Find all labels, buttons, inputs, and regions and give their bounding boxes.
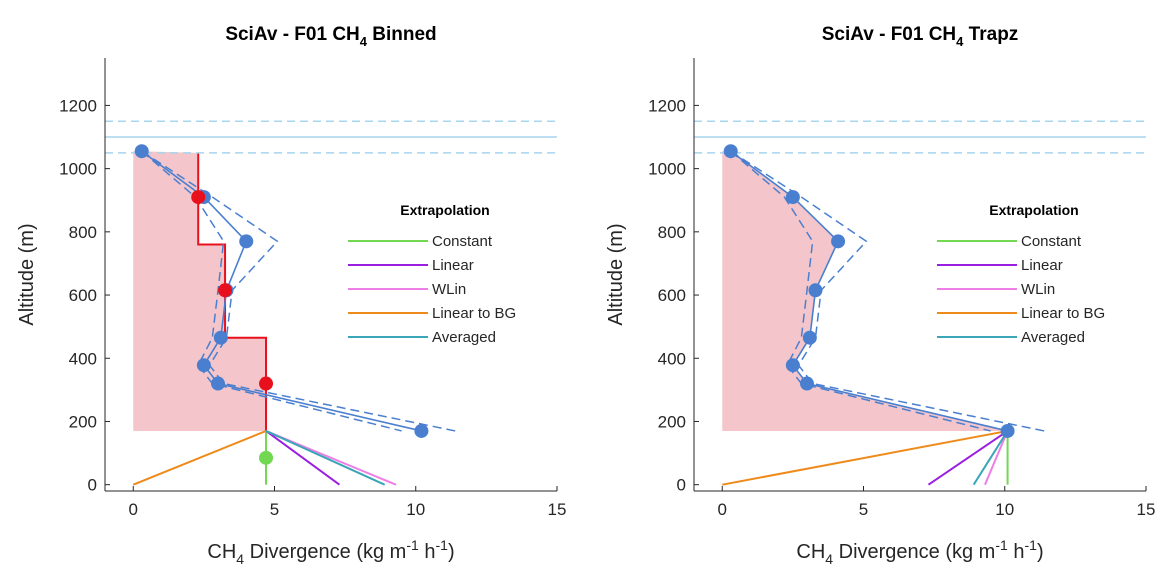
profile-lower-bound	[141, 150, 402, 432]
y-tick-label: 1200	[648, 96, 686, 115]
profile-lower-bound	[730, 150, 991, 432]
legend-title: Extrapolation	[989, 202, 1078, 218]
x-tick-label: 0	[129, 500, 138, 519]
profile-point	[213, 330, 228, 345]
y-axis-label: Altitude (m)	[605, 223, 627, 325]
profile-point	[239, 234, 254, 249]
x-axis-label: CH4 Divergence (kg m-1 h-1)	[796, 537, 1043, 567]
x-tick-label: 5	[270, 500, 279, 519]
legend-title: Extrapolation	[400, 202, 489, 218]
profile-point	[831, 234, 846, 249]
y-tick-label: 1200	[59, 96, 97, 115]
legend-label-linear: Linear	[432, 257, 474, 274]
binned-point	[218, 283, 233, 298]
legend-label-constant: Constant	[1021, 233, 1082, 250]
y-tick-label: 200	[658, 412, 686, 431]
x-axis-label: CH4 Divergence (kg m-1 h-1)	[207, 537, 454, 567]
extrapolation-line-averaged	[265, 430, 386, 486]
x-tick-label: 10	[995, 500, 1014, 519]
legend-label-linear-to-bg: Linear to BG	[1021, 305, 1105, 322]
profile-point	[134, 144, 149, 159]
profile-point	[802, 330, 817, 345]
extrapolation-line-linear	[927, 430, 1009, 486]
y-tick-label: 400	[69, 349, 97, 368]
profile-point	[196, 358, 211, 373]
profile-point	[1000, 423, 1015, 438]
y-tick-label: 400	[658, 349, 686, 368]
y-tick-label: 1000	[59, 160, 97, 179]
x-tick-label: 5	[859, 500, 868, 519]
extrapolation-line-averaged	[972, 430, 1009, 486]
chart-panel-2: 0 5 10 15 0 200 400 600 800 1000 1200 SciAv - F01 C…	[605, 24, 1155, 567]
integration-shade	[722, 151, 1008, 431]
legend-label-averaged: Averaged	[432, 329, 496, 346]
y-tick-label: 1000	[648, 160, 686, 179]
legend-label-linear-to-bg: Linear to BG	[432, 305, 516, 322]
chart-panel-1: 0 5 10 15 0 200 400 600 800 1000 1200 SciAv - F01 C…	[16, 24, 566, 567]
legend-label-wlin: WLin	[1021, 281, 1055, 298]
y-tick-label: 600	[69, 286, 97, 305]
constant-extrapolation-point	[259, 450, 274, 465]
binned-point	[191, 190, 206, 205]
x-tick-label: 15	[1137, 500, 1156, 519]
extrapolation-line-linear-to-bg	[722, 429, 1008, 486]
y-tick-label: 600	[658, 286, 686, 305]
profile-point	[723, 144, 738, 159]
x-tick-label: 15	[548, 500, 567, 519]
legend-label-wlin: WLin	[432, 281, 466, 298]
binned-point	[259, 376, 274, 391]
x-tick-label: 10	[406, 500, 425, 519]
y-tick-label: 0	[677, 476, 686, 495]
legend-label-constant: Constant	[432, 233, 493, 250]
integration-shade	[133, 151, 267, 431]
profile-point	[211, 376, 225, 391]
y-axis-label: Altitude (m)	[16, 223, 38, 325]
profile-point	[800, 376, 814, 391]
profile-point	[808, 283, 823, 298]
profile-point	[785, 190, 800, 205]
y-tick-label: 0	[88, 476, 97, 495]
legend: Extrapolation Constant Linear WLin Linear to…	[937, 202, 1105, 346]
extrapolation-line-linear	[265, 430, 341, 486]
extrapolation-line-wlin	[984, 430, 1009, 486]
y-tick-label: 800	[69, 223, 97, 242]
legend-label-averaged: Averaged	[1021, 329, 1085, 346]
y-tick-label: 200	[69, 412, 97, 431]
y-tick-label: 800	[658, 223, 686, 242]
chart-title: SciAv - F01 CH4 Trapz	[822, 24, 1019, 49]
profile-point	[414, 423, 429, 438]
chart-title: SciAv - F01 CH4 Binned	[225, 24, 436, 49]
extrapolation-line-linear-to-bg	[132, 430, 267, 486]
profile-point	[785, 358, 800, 373]
legend-label-linear: Linear	[1021, 257, 1063, 274]
x-tick-label: 0	[718, 500, 727, 519]
legend: Extrapolation Constant Linear WLin Linear to…	[348, 202, 516, 346]
